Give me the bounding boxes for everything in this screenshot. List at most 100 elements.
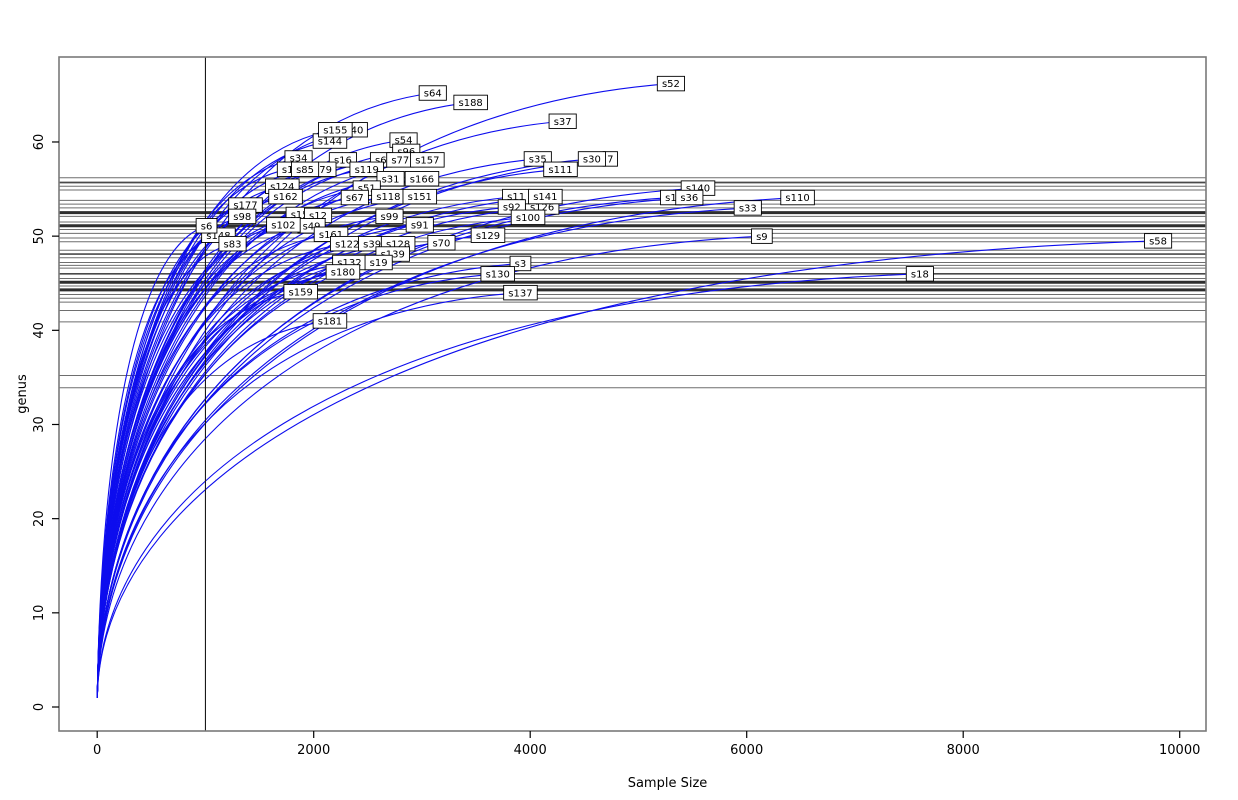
x-axis-tick-label: 4000 [514, 743, 547, 758]
sample-label-text: s99 [381, 212, 399, 223]
sample-label-text: s98 [233, 212, 251, 223]
sample-label-text: s91 [411, 220, 429, 231]
sample-label-text: s166 [410, 174, 434, 185]
sample-label-text: s151 [408, 192, 432, 203]
sample-label-text: s83 [224, 239, 242, 250]
sample-label-text: s141 [533, 192, 557, 203]
sample-label-box [364, 254, 393, 271]
sample-label-box [905, 266, 934, 282]
sample-label-box [543, 161, 578, 177]
sample-label-box [404, 171, 440, 187]
sample-label-text: 79 [319, 165, 332, 176]
sample-label-text: s161 [319, 230, 343, 241]
sample-label-box [268, 188, 303, 205]
sample-label-box [340, 189, 369, 206]
sample-label-text: s35 [529, 155, 547, 166]
sample-label-box [312, 313, 348, 329]
sample-label-box [283, 284, 318, 300]
sample-label-box [218, 235, 247, 252]
sample-label-box [751, 228, 773, 244]
sample-label-text: s126 [530, 203, 554, 214]
sample-label-box [1143, 233, 1173, 249]
y-axis-tick-label: 60 [32, 134, 47, 151]
sample-label-text: s85 [296, 165, 314, 176]
sample-label-text: s92 [503, 203, 521, 214]
x-axis-tick-label: 6000 [730, 743, 763, 758]
sample-label-box [470, 227, 506, 243]
y-axis-tick-label: 50 [32, 228, 47, 245]
sample-label-box [480, 266, 515, 282]
rarefaction-curve [96, 120, 563, 698]
sample-label-text: s33 [739, 203, 757, 214]
sample-label-text: s188 [459, 98, 483, 109]
sample-label-text: s118 [376, 192, 400, 203]
sample-label-text: s77 [391, 155, 409, 166]
sample-label-text: s180 [331, 268, 355, 279]
sample-label-text: s122 [335, 239, 359, 250]
sample-label-text: s1 [665, 193, 677, 204]
y-axis-tick-label: 40 [32, 322, 47, 339]
sample-label-text: s129 [476, 231, 500, 242]
x-axis-title: Sample Size [628, 776, 708, 791]
sample-label-box [402, 188, 438, 205]
rarefaction-curve [96, 320, 331, 698]
sample-label-text: s119 [355, 165, 379, 176]
sample-label-text: s102 [271, 220, 295, 231]
sample-label-text: s144 [318, 137, 342, 148]
sample-label-text: s34 [290, 154, 308, 165]
sample-label-text: s132 [337, 258, 361, 269]
sample-label-text: s64 [424, 89, 442, 100]
sample-label-text: s139 [381, 250, 405, 261]
x-axis-tick-label: 0 [93, 743, 101, 758]
sample-label-box [325, 264, 361, 280]
sample-label-text: s11 [507, 192, 525, 203]
sample-label-box [195, 218, 218, 234]
sample-label-text: s159 [289, 287, 313, 298]
sample-label-text: s137 [508, 288, 532, 299]
sample-label-text: s110 [785, 193, 809, 204]
sample-label-text: s6 [201, 221, 213, 232]
sample-label-text: s58 [1149, 236, 1167, 247]
sample-label-text: s18 [911, 269, 929, 280]
sample-label-box [510, 209, 546, 226]
sample-label-box [503, 284, 538, 301]
sample-label-text: s31 [382, 174, 400, 185]
sample-label-text: s148 [206, 231, 230, 242]
sample-label-box [410, 152, 445, 168]
sample-label-box [528, 188, 563, 205]
y-axis-title: genus [15, 374, 30, 414]
sample-label-text: s19 [370, 258, 388, 269]
sample-label-text: s12 [309, 211, 327, 222]
sample-label-text: s158 [291, 210, 315, 221]
sample-label-box [548, 113, 577, 129]
sample-label-box [418, 85, 447, 101]
sample-label-box [427, 235, 456, 251]
sample-label-text: s157 [415, 155, 439, 166]
plot-box-border [58, 56, 1207, 732]
sample-label-text: s49 [303, 221, 321, 232]
sample-label-box [349, 161, 384, 177]
sample-label-text: s162 [273, 192, 297, 203]
y-axis-tick-label: 10 [32, 605, 47, 622]
sample-label-text: s36 [680, 193, 698, 204]
sample-label-text: s70 [432, 238, 450, 249]
sample-label-text: s181 [318, 317, 342, 328]
sample-label-text: s54 [395, 136, 413, 147]
sample-label-box [376, 171, 405, 187]
x-axis-tick-label: 8000 [947, 743, 980, 758]
y-axis-tick-label: 20 [32, 510, 47, 527]
sample-label-box [733, 200, 762, 216]
x-axis-tick-label: 10000 [1159, 743, 1200, 758]
sample-label-text: s37 [554, 117, 572, 128]
sample-label-text: s124 [270, 182, 294, 193]
sample-label-text: s111 [548, 165, 572, 176]
sample-label-box [318, 122, 353, 138]
sample-label-text: s100 [516, 213, 540, 224]
sample-label-text: s1 [282, 165, 294, 176]
sample-label-box [228, 208, 257, 225]
sample-label-text: s67 [346, 193, 364, 204]
rarefaction-curve [96, 273, 498, 698]
sample-label-text: 7 [607, 155, 613, 166]
rarefaction-curve [96, 292, 521, 698]
